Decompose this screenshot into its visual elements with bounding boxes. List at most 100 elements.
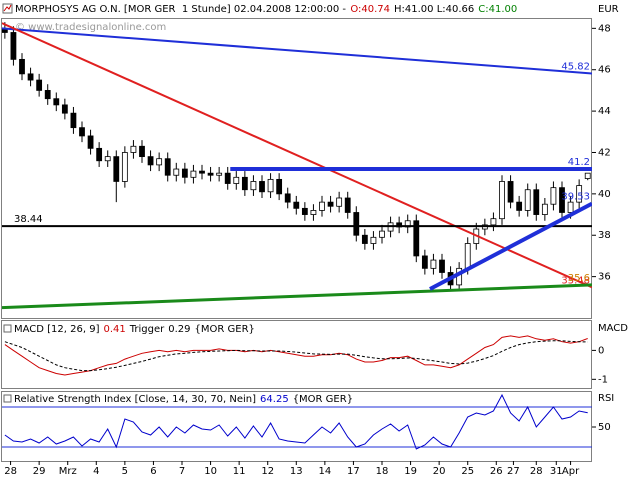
candle-body [139,145,145,158]
candle-body [233,176,240,184]
legend-macd: MACD [12, 26, 9] [14,324,100,335]
x-tick-label: 6 [150,466,156,477]
candle-body [439,259,445,273]
macd-icon[interactable] [3,324,12,333]
y-tick-label: 36 [598,272,611,283]
legend-note: {MOR GER} [195,324,255,335]
series-line [4,340,588,372]
trend-line [2,22,592,289]
candle-body [336,197,343,207]
y-tick-label: 38 [598,230,611,241]
candle-body [584,172,591,179]
x-tick-label: 25 [461,466,474,477]
macd-legend: MACD [12, 26, 9] 0.41 Trigger 0.29 {MOR GER} [14,324,255,335]
candle-body [190,170,197,178]
x-tick-label: 20 [433,466,446,477]
x-tick-label: 11 [233,466,246,477]
candle-body [70,112,77,129]
x-tick-label: 17 [347,466,360,477]
y-tick-label: -1 [598,374,608,385]
x-tick-label: Mrz [59,466,77,477]
candle-body [241,176,248,191]
x-tick-label: 18 [376,466,389,477]
candle-body [353,212,360,236]
y-tick-label: 50 [598,422,611,433]
candle-body [259,181,265,193]
candle-body [173,168,180,176]
candle-body [379,230,385,238]
y-tick-label: 0 [598,345,604,356]
candle-body [147,156,154,166]
trend-label: 35.6 [568,273,590,284]
candle-body [130,145,137,153]
candle-body [310,210,317,215]
y-unit: EUR [598,4,619,15]
series-line [4,335,588,376]
candle-body [430,259,437,269]
candle-body [224,172,231,184]
watermark: © www.tradesignalonline.com [15,22,166,33]
candle-body [96,147,103,162]
rsi-icon[interactable] [3,394,12,403]
x-tick-label: 27 [507,466,520,477]
candle-body [559,187,565,213]
trend-label: 39.53 [561,192,590,203]
x-tick-label: 14 [318,466,331,477]
rsi-axis-label: RSI [598,393,614,404]
candle-body [61,104,68,114]
candle-body [53,98,60,106]
chart-title: MORPHOSYS AG O.N. [MOR GER 1 Stunde] 02.… [15,4,346,15]
candle-body [216,172,223,176]
trend-label: 38.44 [14,214,43,225]
candle-body [36,79,43,91]
candle-body [181,168,188,178]
legend-rsi: Relative Strength Index [Close, 14, 30, … [14,394,256,405]
x-tick-label: 26 [490,466,503,477]
ohlc-close: C:41.00 [478,4,517,15]
candle-body [499,181,505,220]
candle-body [104,156,111,162]
rsi-legend: Relative Strength Index [Close, 14, 30, … [14,394,353,405]
chart-icon-glyph [3,4,12,12]
x-tick-label: 19 [404,466,417,477]
candle-body [490,218,497,226]
candle-body [541,203,548,215]
candle-body [276,178,283,195]
candle-body [199,170,205,174]
candle-body [284,193,291,203]
trend-label: 45.82 [561,61,590,72]
series-line [4,393,588,450]
x-tick-label: 28 [530,466,543,477]
trend-line [2,27,592,75]
candle-body [44,90,51,100]
x-tick-label: 29 [33,466,46,477]
macd-axis-label: MACD [598,323,628,334]
ohlc-open: O:40.74 [350,4,390,15]
candle-body [27,73,34,81]
trend-label: 35.48 [561,275,590,286]
legend-note: {MOR GER} [293,394,353,405]
chart-icon[interactable] [2,3,13,14]
trend-line [429,201,592,291]
candle-body [207,172,214,176]
trend-line [2,283,592,310]
legend-rsi-value: 64.25 [260,394,289,405]
candle-body [507,181,514,203]
candle-body [10,32,17,60]
x-tick-label: 10 [204,466,217,477]
candle-body [121,152,128,182]
candle-body [19,58,25,75]
candle-body [533,189,540,215]
candle-body [293,201,300,209]
x-tick-label: 4 [93,466,99,477]
candle-body [413,220,420,257]
trend-label: 41.2 [568,157,590,168]
candle-body [267,178,274,193]
candle-body [464,243,471,269]
x-tick-label: Apr [562,466,580,477]
header: MORPHOSYS AG O.N. [MOR GER 1 Stunde] 02.… [15,4,517,15]
x-tick-label: 31 [550,466,563,477]
candle-body [361,234,368,244]
candle-body [319,201,325,211]
